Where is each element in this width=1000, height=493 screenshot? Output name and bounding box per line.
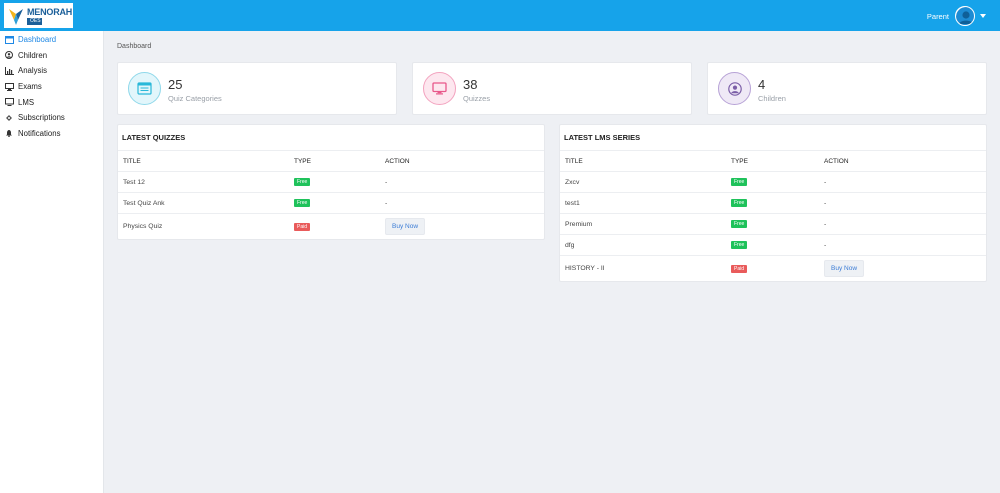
table-row: Zxcv Free - [560,172,986,193]
sidebar-item-label: Analysis [18,66,48,76]
buy-now-button[interactable]: Buy Now [385,218,426,235]
panel-title: LATEST QUIZZES [118,125,544,151]
row-action: - [824,241,827,249]
sidebar-item-dashboard[interactable]: Dashboard [0,32,103,48]
dashboard-icon [4,35,14,44]
stat-value: 4 [758,77,766,92]
sidebar-item-label: Dashboard [18,35,57,45]
row-title: Test Quiz Ank [123,199,165,207]
type-badge: Paid [731,264,748,273]
stat-value: 38 [463,77,478,92]
row-action: - [824,199,827,207]
sidebar-item-lms[interactable]: LMS [0,94,103,110]
row-title: HISTORY - II [565,265,605,272]
table-row: Premium Free - [560,214,986,235]
table-header-row: TITLE TYPE ACTION [560,151,986,172]
column-header-type: TYPE [731,157,748,165]
table-row: HISTORY - II Paid Buy Now [560,256,986,281]
column-header-type: TYPE [294,157,311,165]
column-header-title: TITLE [123,157,141,165]
table-row: Test 12 Free - [118,172,544,193]
brand-logo[interactable]: MENORAH OES [4,3,73,28]
stat-label: Quizzes [463,94,491,103]
menorah-logo-icon [9,8,23,25]
table-row: Test Quiz Ank Free - [118,193,544,214]
row-title: dfg [565,241,575,249]
type-badge: Free [731,178,748,186]
sidebar-item-subscriptions[interactable]: Subscriptions [0,110,103,126]
table-header-row: TITLE TYPE ACTION [118,151,544,172]
stat-label: Children [758,94,786,103]
row-action: - [824,178,827,186]
brand-name: MENORAH [27,6,73,17]
user-name[interactable]: Parent [926,11,949,21]
row-title: test1 [565,199,580,207]
column-header-title: TITLE [565,157,583,165]
sidebar-item-children[interactable]: Children [0,48,103,64]
sidebar-item-label: Children [18,50,48,60]
desktop-icon [4,82,14,91]
quizzes-icon [423,72,456,105]
sidebar-item-notifications[interactable]: Notifications [0,126,103,142]
row-title: Test 12 [123,178,145,186]
stat-value: 25 [168,77,183,92]
avatar[interactable] [955,6,975,26]
quiz-categories-icon [128,72,161,105]
row-title: Premium [565,220,593,228]
type-badge: Free [294,178,311,186]
latest-lms-series-panel: LATEST LMS SERIES TITLE TYPE ACTION Zxcv… [559,124,987,282]
sidebar-item-analysis[interactable]: Analysis [0,63,103,79]
type-badge: Free [731,199,748,207]
latest-quizzes-panel: LATEST QUIZZES TITLE TYPE ACTION Test 12… [117,124,545,240]
puzzle-icon [4,113,14,122]
type-badge: Free [731,241,748,249]
row-title: Physics Quiz [123,223,163,230]
sidebar-item-exams[interactable]: Exams [0,79,103,95]
type-badge: Free [294,199,311,207]
brand-sub: OES [27,17,42,25]
stat-label: Quiz Categories [168,94,222,103]
monitor-icon [4,98,14,107]
panel-title: LATEST LMS SERIES [560,125,986,151]
stat-card-children[interactable]: 4 Children [707,62,987,115]
type-badge: Free [731,220,748,228]
sidebar-item-label: Subscriptions [18,113,65,123]
bell-icon [4,129,14,138]
chevron-down-icon[interactable] [980,14,986,18]
row-title: Zxcv [565,178,580,186]
children-icon [718,72,751,105]
column-header-action: ACTION [824,157,849,165]
column-header-action: ACTION [385,157,410,165]
bar-chart-icon [4,66,14,75]
user-menu[interactable]: Parent [927,5,986,27]
breadcrumb: Dashboard [117,43,152,50]
sidebar-item-label: Notifications [18,128,61,138]
row-action: - [385,178,388,186]
sidebar-item-label: Exams [18,82,42,92]
sidebar: Dashboard Children Analysis Exams LMS [0,31,104,493]
row-action: - [385,199,388,207]
avatar-user-icon [956,7,974,25]
buy-now-button[interactable]: Buy Now [824,260,865,277]
stat-card-quizzes[interactable]: 38 Quizzes [412,62,692,115]
user-circle-icon [4,51,14,60]
stat-card-quiz-categories[interactable]: 25 Quiz Categories [117,62,397,115]
row-action: - [824,220,827,228]
sidebar-item-label: LMS [18,97,35,107]
table-row: Physics Quiz Paid Buy Now [118,214,544,239]
table-row: dfg Free - [560,235,986,256]
top-bar: MENORAH OES Parent [0,0,1000,31]
table-row: test1 Free - [560,193,986,214]
type-badge: Paid [294,222,311,231]
